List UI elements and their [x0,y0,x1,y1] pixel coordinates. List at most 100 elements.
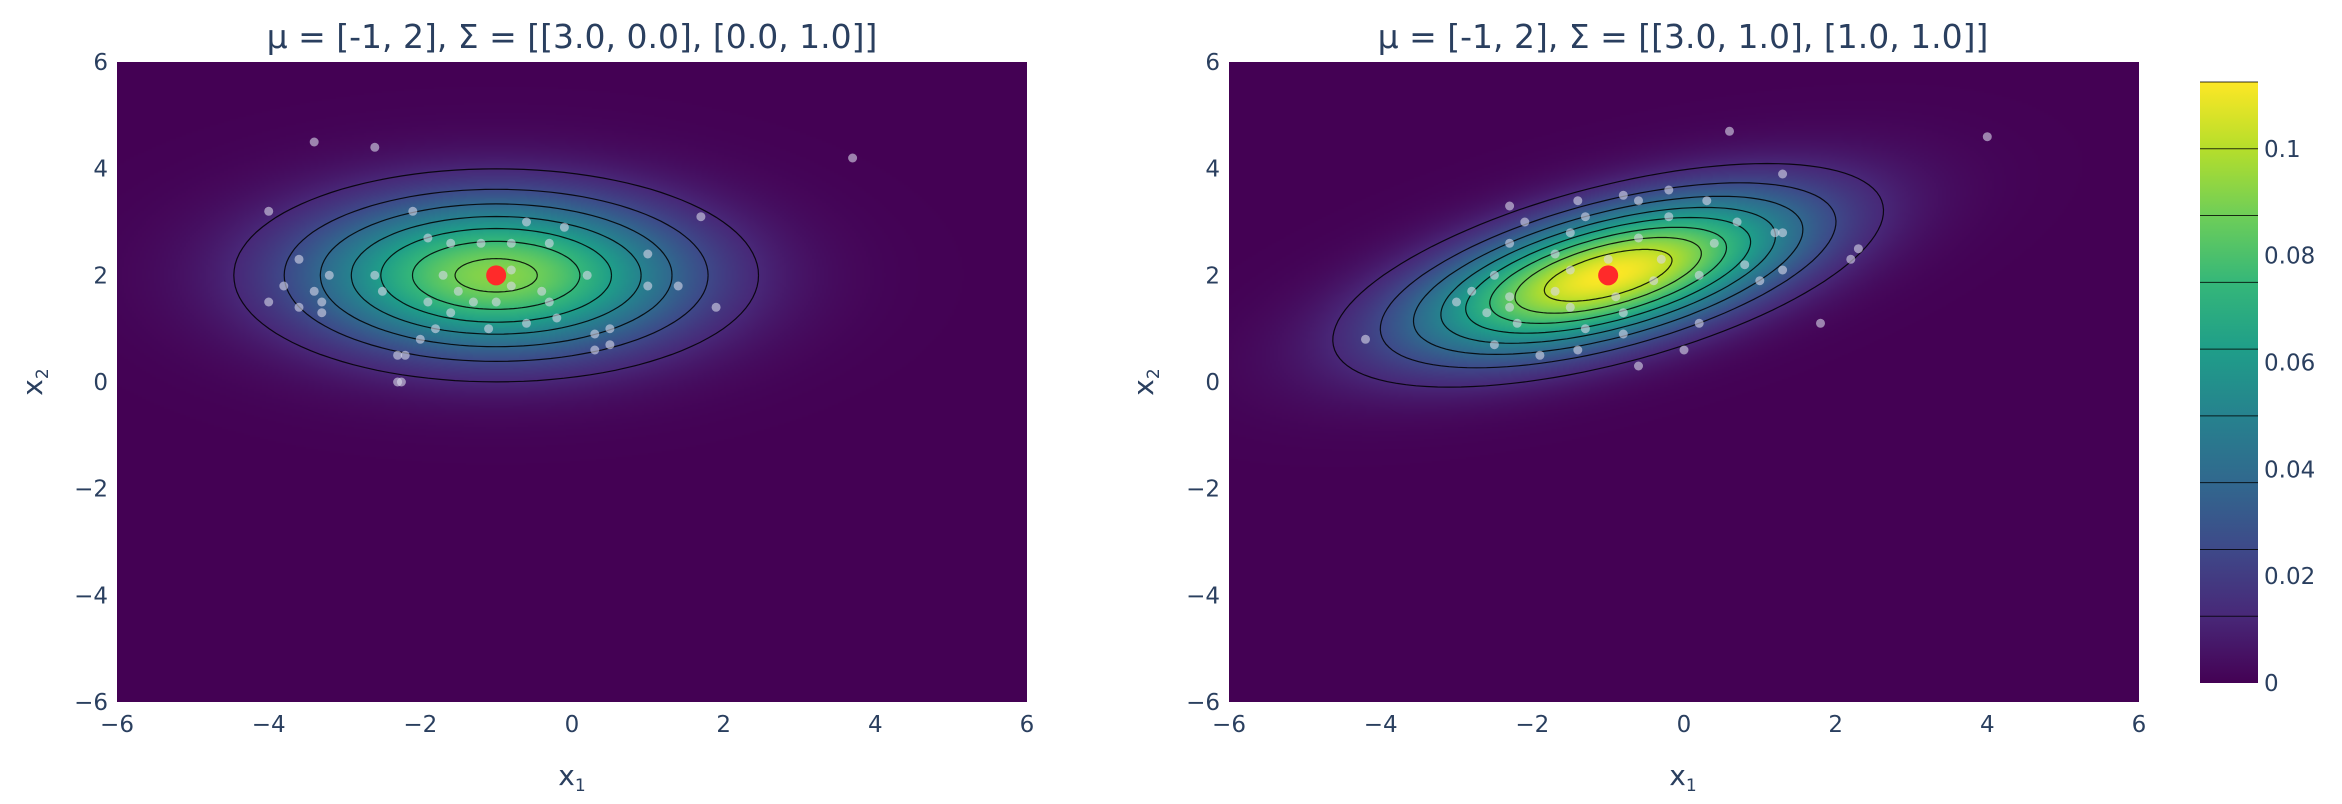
x-tick-label: 6 [1020,712,1035,738]
right-mean-marker [1598,265,1619,286]
sample-point [309,137,319,147]
right-x-tick-labels: −6 −4 −2 0 2 4 6 [1212,712,2146,738]
sample-point [279,281,289,291]
sample-point [1580,212,1590,222]
contour-line [1440,206,1777,344]
right-panel-title: μ = [-1, 2], Σ = [[3.0, 1.0], [1.0, 1.0]… [1378,17,1989,56]
sample-point [1778,228,1788,238]
sample-point [673,281,683,291]
sample-point [506,281,516,291]
sample-point [582,270,592,280]
sample-point [1634,196,1643,206]
sample-point [408,206,418,216]
sample-point [1664,185,1674,195]
sample-point [1603,254,1613,264]
x-tick-label: −4 [252,712,286,738]
sample-point [1580,324,1590,334]
right-contour-lines [1332,162,1885,388]
y-tick-label: 0 [1205,370,1220,396]
sample-point [324,270,334,280]
sample-point [559,222,569,232]
sample-point [446,238,456,248]
x-tick-label: 2 [716,712,731,738]
contour-line [1543,248,1673,302]
colorbar-tick-label: 0.02 [2264,564,2315,590]
sample-point [1467,286,1477,296]
colorbar-gradient [2200,82,2258,683]
y-tick-label: −4 [1186,583,1220,609]
sample-point [294,302,304,312]
y-tick-label: −2 [1186,477,1220,503]
sample-point [1618,329,1628,339]
y-tick-label: 6 [93,50,108,76]
left-x-axis-title: x1 [558,759,585,796]
sample-point [1853,244,1863,254]
contour-line [1489,226,1728,325]
y-tick-label: 2 [1205,263,1220,289]
sample-point [1770,228,1780,238]
colorbar-tick-label: 0 [2264,671,2279,697]
sample-point [590,345,600,355]
sample-point [438,270,448,280]
left-x-tick-labels: −6 −4 −2 0 2 4 6 [100,712,1034,738]
y-tick-label: −4 [74,583,108,609]
sample-point [1618,308,1628,318]
sample-point [590,329,600,339]
left-contour-lines [233,168,760,383]
sample-point [1512,318,1522,328]
right-sample-points [1361,126,1992,371]
x-tick-label: 6 [2132,712,2147,738]
sample-point [544,297,554,307]
sample-point [317,308,327,318]
sample-point [605,324,615,334]
left-panel-title: μ = [-1, 2], Σ = [[3.0, 0.0], [0.0, 1.0]… [267,17,878,56]
y-tick-label: −6 [74,690,108,716]
x-tick-label: −2 [1515,712,1549,738]
left-y-axis-title: x2 [16,368,53,395]
sample-point [309,286,319,296]
sample-point [522,217,531,227]
contour-line [1332,162,1885,388]
x-tick-label: −6 [100,712,134,738]
x-tick-label: −6 [1212,712,1246,738]
sample-point [1778,265,1788,275]
sample-point [1618,190,1628,200]
sample-point [317,297,327,307]
sample-point [370,270,380,280]
sample-point [423,233,433,243]
contour-line [233,168,760,383]
sample-point [1634,233,1643,243]
mean-point [1598,265,1619,286]
left-panel: μ = [-1, 2], Σ = [[3.0, 0.0], [0.0, 1.0]… [16,17,1034,796]
right-y-tick-labels: −6 −4 −2 0 2 4 6 [1186,50,1220,716]
sample-point [1732,217,1742,227]
sample-point [1565,302,1575,312]
left-sample-points [264,137,858,387]
left-mean-marker [486,265,507,286]
sample-point [1520,217,1530,227]
y-tick-label: 4 [93,157,108,183]
sample-point [1649,276,1659,286]
sample-point [1664,212,1674,222]
sample-point [423,297,433,307]
sample-point [1816,318,1825,328]
sample-point [431,324,440,334]
sample-point [643,249,653,259]
contour-line [1379,182,1837,369]
sample-point [1550,286,1560,296]
sample-point [506,238,516,248]
left-y-tick-labels: −6 −4 −2 0 2 4 6 [74,50,108,716]
sample-point [1709,238,1719,248]
sample-point [1573,345,1583,355]
sample-point [1778,169,1788,179]
contour-line [411,240,581,310]
sample-point [415,334,425,344]
sample-point [1694,318,1704,328]
sample-point [1452,297,1461,307]
sample-point [377,286,387,296]
sample-point [1725,126,1734,136]
sample-point [264,297,274,307]
x-tick-label: −2 [403,712,437,738]
sample-point [1482,308,1492,318]
